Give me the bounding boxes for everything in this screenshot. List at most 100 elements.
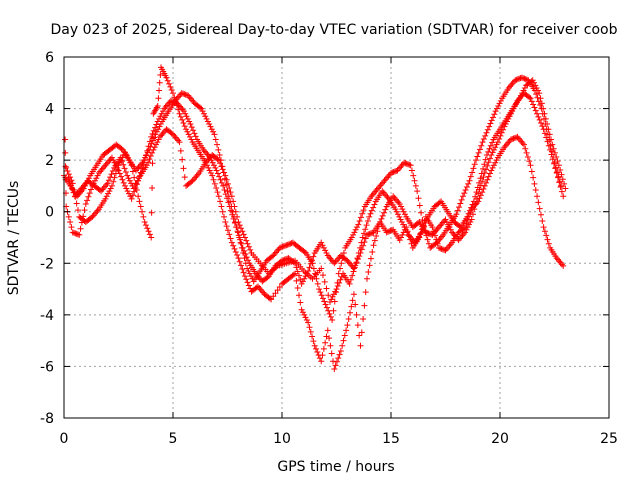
data-point bbox=[461, 190, 468, 197]
data-point bbox=[282, 242, 289, 249]
data-point bbox=[372, 188, 379, 195]
data-point bbox=[400, 221, 407, 228]
data-point bbox=[148, 209, 155, 216]
data-point bbox=[426, 230, 433, 237]
data-point bbox=[350, 231, 357, 238]
data-point bbox=[467, 173, 474, 180]
data-point bbox=[244, 240, 251, 247]
data-point bbox=[502, 142, 509, 149]
data-point bbox=[388, 170, 394, 177]
data-point bbox=[521, 84, 528, 91]
data-point bbox=[443, 245, 450, 252]
data-point bbox=[469, 201, 476, 208]
data-point bbox=[239, 265, 246, 272]
data-point bbox=[479, 178, 486, 185]
data-point bbox=[192, 133, 199, 140]
data-point bbox=[562, 185, 569, 192]
data-point bbox=[435, 224, 442, 231]
data-point bbox=[121, 165, 128, 172]
data-point bbox=[528, 98, 535, 105]
data-point bbox=[155, 136, 162, 143]
data-point bbox=[149, 149, 156, 156]
data-point bbox=[336, 265, 343, 272]
data-point bbox=[197, 104, 204, 111]
data-point bbox=[493, 157, 500, 164]
data-point bbox=[188, 178, 195, 185]
data-point bbox=[487, 142, 494, 149]
data-point bbox=[465, 180, 472, 187]
data-point bbox=[391, 168, 398, 175]
data-point bbox=[200, 110, 207, 117]
data-point bbox=[519, 140, 526, 147]
data-point bbox=[207, 170, 214, 177]
data-point bbox=[532, 82, 539, 89]
data-point bbox=[416, 202, 423, 209]
data-point bbox=[206, 121, 213, 128]
data-point bbox=[140, 213, 147, 220]
data-point bbox=[328, 257, 335, 264]
data-point bbox=[548, 151, 555, 158]
data-point bbox=[482, 132, 489, 139]
data-point bbox=[135, 164, 142, 171]
data-point bbox=[212, 136, 219, 143]
data-point bbox=[148, 133, 155, 140]
data-point bbox=[243, 276, 250, 283]
data-point bbox=[518, 138, 525, 145]
data-point bbox=[146, 231, 153, 238]
data-point bbox=[554, 158, 561, 165]
data-point bbox=[104, 180, 111, 187]
data-point bbox=[555, 162, 562, 169]
data-point bbox=[106, 188, 113, 195]
data-point bbox=[438, 245, 445, 252]
data-point bbox=[473, 157, 480, 164]
data-point bbox=[156, 115, 163, 122]
data-point bbox=[150, 146, 157, 153]
data-point bbox=[545, 126, 552, 133]
data-point bbox=[398, 234, 405, 241]
data-point bbox=[351, 264, 358, 271]
data-point bbox=[268, 296, 275, 303]
data-point bbox=[105, 190, 112, 197]
data-point bbox=[463, 183, 470, 190]
data-point bbox=[177, 147, 184, 154]
data-point bbox=[230, 215, 237, 222]
data-point bbox=[297, 276, 304, 283]
data-point bbox=[137, 203, 144, 210]
data-point bbox=[369, 229, 376, 236]
axis-ticks: 0 5 10 15 20 25 -8 -6 -4 -2 0 2 4 6 bbox=[40, 50, 618, 447]
data-point bbox=[74, 231, 81, 238]
data-point bbox=[124, 188, 131, 195]
data-point bbox=[103, 193, 110, 200]
data-point bbox=[516, 75, 523, 82]
data-point bbox=[99, 165, 106, 172]
data-point bbox=[123, 151, 130, 158]
data-point bbox=[329, 293, 336, 300]
data-point bbox=[145, 159, 152, 166]
data-point bbox=[181, 174, 188, 181]
data-point bbox=[364, 217, 371, 224]
data-point bbox=[101, 163, 108, 170]
data-point bbox=[343, 327, 350, 334]
data-point bbox=[237, 236, 244, 243]
data-point bbox=[543, 232, 550, 239]
data-point bbox=[227, 207, 234, 214]
data-point bbox=[359, 210, 366, 217]
data-point bbox=[401, 224, 408, 231]
data-point bbox=[447, 226, 454, 233]
data-point bbox=[244, 279, 251, 286]
data-point bbox=[335, 355, 342, 362]
data-point bbox=[378, 180, 385, 187]
data-point bbox=[371, 201, 378, 208]
data-point bbox=[557, 166, 564, 173]
data-point bbox=[447, 241, 454, 248]
data-point bbox=[336, 351, 343, 358]
data-point bbox=[215, 146, 222, 153]
data-point bbox=[321, 278, 328, 285]
data-point bbox=[303, 317, 310, 324]
data-point bbox=[531, 180, 538, 187]
data-point bbox=[231, 203, 238, 210]
data-point bbox=[527, 162, 534, 169]
data-point bbox=[429, 231, 436, 238]
data-point bbox=[357, 342, 364, 349]
data-point bbox=[357, 214, 364, 221]
